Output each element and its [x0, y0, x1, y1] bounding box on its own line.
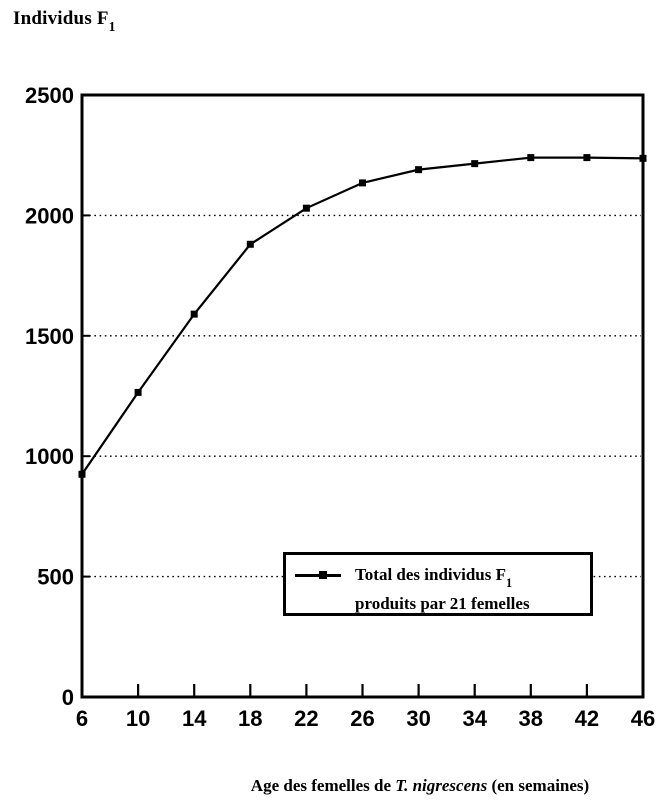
data-point-marker [134, 388, 142, 396]
legend-line1-subscript: 1 [506, 575, 513, 590]
x-tick-label: 22 [294, 706, 318, 731]
plot-frame [80, 93, 645, 699]
y-tick-label: 2500 [25, 83, 74, 108]
y-tick-label: 1000 [25, 444, 74, 469]
x-axis-label-prefix: Age des femelles de [250, 776, 396, 795]
y-tick-label: 500 [37, 565, 74, 590]
data-point-marker [78, 470, 86, 478]
x-tick-label: 18 [238, 706, 262, 731]
x-axis-label-suffix: (en semaines) [487, 776, 590, 795]
data-point-marker [246, 240, 254, 248]
x-tick-label: 14 [182, 706, 207, 731]
legend-label: Total des individus F1 produits par 21 f… [355, 563, 530, 616]
x-tick-label: 26 [350, 706, 374, 731]
plot-area: 6 10 14 18 22 26 30 34 38 42 46 0 500 1000 1500 2000 250… [25, 83, 655, 731]
square-marker-icon [319, 571, 327, 579]
legend-label-line2: produits par 21 femelles [355, 594, 530, 614]
chart-title-text: Individus F [13, 8, 109, 29]
x-tick-label: 42 [575, 706, 599, 731]
legend-line-marker-icon [295, 571, 341, 579]
data-point-marker [190, 310, 198, 318]
x-tick-label: 6 [76, 706, 88, 731]
x-tick-label: 10 [126, 706, 150, 731]
x-tick-label: 30 [406, 706, 430, 731]
data-point-marker [359, 179, 366, 187]
x-tick-label: 38 [519, 706, 543, 731]
chart-title: Individus F1 [13, 8, 116, 35]
data-point-marker [583, 154, 591, 162]
x-axis-label: Age des femelles de T. nigrescens (en se… [180, 776, 660, 796]
data-point-marker [415, 166, 423, 174]
y-tick-label: 0 [62, 685, 74, 710]
x-tick-label: 34 [462, 706, 487, 731]
data-point-marker [527, 154, 535, 162]
data-point-marker [302, 204, 310, 212]
chart-title-subscript: 1 [108, 19, 116, 35]
legend-line1-text: Total des individus F [355, 565, 507, 584]
data-point-marker [639, 154, 647, 162]
x-tick-label: 46 [631, 706, 655, 731]
legend-box: Total des individus F1 produits par 21 f… [283, 552, 593, 616]
x-axis-label-species: T. nigrescens [395, 776, 488, 795]
data-point-marker [471, 160, 479, 168]
series-line [81, 156, 644, 475]
y-tick-label: 1500 [25, 324, 74, 349]
y-tick-label: 2000 [25, 203, 74, 228]
legend-label-line1: Total des individus F1 [355, 563, 530, 592]
